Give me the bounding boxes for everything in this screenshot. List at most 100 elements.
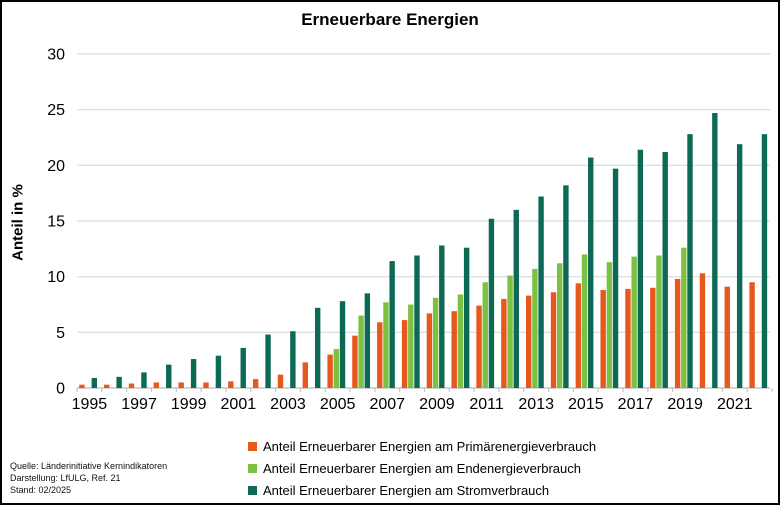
x-tick-label: 2003 — [270, 396, 306, 413]
bar — [563, 185, 569, 388]
bar — [290, 331, 296, 388]
bar — [699, 273, 706, 388]
y-tick-label: 15 — [47, 214, 65, 231]
bar — [656, 255, 662, 388]
y-tick-label: 5 — [56, 325, 65, 342]
bar — [277, 374, 284, 388]
bar — [736, 144, 743, 388]
x-tick-label: 2013 — [518, 396, 554, 413]
bar — [228, 381, 234, 388]
y-tick-label: 30 — [47, 47, 65, 64]
bar — [557, 263, 563, 388]
bar — [333, 349, 340, 388]
bar — [377, 322, 383, 388]
bar — [327, 354, 333, 388]
bar — [240, 347, 246, 388]
legend-swatch-strom — [248, 485, 257, 495]
x-tick-label: 2009 — [419, 396, 455, 413]
y-tick-label: 0 — [56, 381, 65, 398]
bar — [364, 293, 371, 388]
bar — [724, 286, 730, 388]
bar — [432, 297, 439, 388]
bar — [79, 384, 85, 388]
bar — [153, 382, 160, 388]
bar — [662, 151, 668, 388]
bar — [501, 298, 507, 388]
bar — [141, 372, 147, 388]
x-tick-label: 2005 — [320, 396, 356, 413]
bar — [488, 218, 495, 388]
bar — [389, 261, 395, 388]
bar — [637, 149, 644, 388]
bar — [761, 134, 768, 388]
source-line: Darstellung: LfULG, Ref. 21 — [10, 473, 121, 483]
bar — [749, 282, 755, 388]
bar — [302, 362, 308, 388]
bar — [625, 288, 631, 388]
source-line: Quelle: Länderinitiative Kernindikatoren — [10, 461, 168, 471]
bar — [681, 247, 687, 388]
bar — [339, 301, 346, 388]
bar — [650, 287, 656, 388]
legend-item-endenergie: Anteil Erneuerbarer Energien am Endenerg… — [248, 457, 596, 479]
bar — [178, 382, 184, 388]
legend: Anteil Erneuerbarer Energien am Primären… — [248, 435, 596, 501]
bar — [190, 359, 197, 388]
bar — [575, 283, 582, 388]
bar — [674, 278, 681, 388]
bar — [91, 377, 97, 388]
legend-label: Anteil Erneuerbarer Energien am Stromver… — [263, 482, 550, 498]
bar — [525, 295, 532, 388]
bar — [104, 384, 110, 388]
source-line: Stand: 02/2025 — [10, 485, 72, 495]
bar — [606, 262, 613, 388]
x-tick-label: 2017 — [618, 396, 654, 413]
legend-item-strom: Anteil Erneuerbarer Energien am Stromver… — [248, 479, 596, 501]
bar — [513, 209, 519, 388]
bar — [215, 355, 222, 388]
x-tick-label: 1995 — [72, 396, 108, 413]
source-note: Quelle: Länderinitiative Kernindikatoren… — [10, 460, 167, 496]
bar — [538, 196, 544, 388]
bar — [476, 305, 482, 388]
bar — [457, 294, 464, 388]
bar — [482, 282, 488, 388]
legend-item-primaerenergie: Anteil Erneuerbarer Energien am Primären… — [248, 435, 596, 457]
legend-label: Anteil Erneuerbarer Energien am Primären… — [263, 438, 597, 454]
bar — [463, 247, 470, 388]
legend-swatch-endenergie — [248, 463, 257, 473]
x-tick-label: 2021 — [717, 396, 753, 413]
y-tick-label: 25 — [47, 102, 65, 119]
bar — [252, 379, 259, 388]
bar — [352, 335, 358, 388]
x-tick-label: 2015 — [568, 396, 604, 413]
bar — [712, 113, 718, 389]
bar — [265, 334, 271, 388]
y-tick-label: 10 — [47, 269, 65, 286]
bar — [439, 245, 445, 388]
legend-label: Anteil Erneuerbarer Energien am Endenerg… — [263, 460, 581, 476]
x-tick-label: 1997 — [121, 396, 157, 413]
bar — [116, 376, 122, 388]
x-tick-label: 1999 — [171, 396, 207, 413]
bar — [507, 275, 513, 388]
x-tick-label: 2007 — [369, 396, 405, 413]
bar — [128, 383, 135, 388]
bar — [600, 290, 606, 388]
x-tick-label: 2001 — [221, 396, 257, 413]
y-tick-label: 20 — [47, 158, 65, 175]
bar — [358, 315, 364, 388]
bar — [314, 307, 321, 388]
bar — [588, 157, 594, 388]
x-tick-label: 2011 — [469, 396, 504, 413]
bar — [687, 134, 693, 388]
bar — [612, 168, 619, 388]
bar — [383, 302, 389, 388]
bar — [451, 311, 457, 388]
bar — [401, 320, 408, 388]
bar — [532, 268, 538, 388]
bar — [166, 364, 172, 388]
bar — [550, 292, 557, 388]
